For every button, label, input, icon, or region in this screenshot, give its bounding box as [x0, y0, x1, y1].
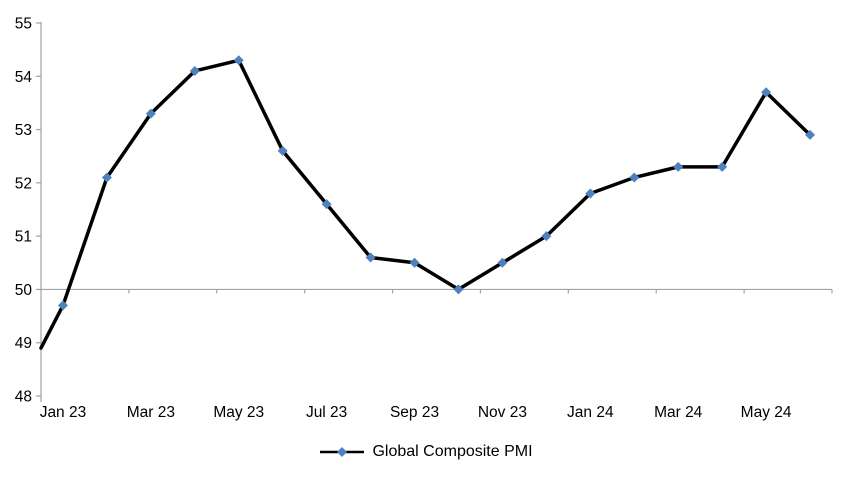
- data-point-marker: [453, 284, 464, 295]
- data-point-marker: [145, 108, 156, 119]
- data-point-marker: [541, 231, 552, 242]
- y-axis-tick-label: 52: [15, 175, 32, 192]
- data-point-marker: [189, 65, 200, 76]
- data-point-marker: [101, 172, 112, 183]
- x-axis-tick-label: Sep 23: [390, 404, 439, 421]
- data-point-marker: [585, 188, 596, 199]
- plot-area: 48 49 50 51 52 53 54 55 Jan 23 Mar 23 May 23 Jul 23…: [15, 16, 833, 421]
- x-axis-tick-label: Jan 23: [40, 404, 87, 421]
- legend-marker: [320, 447, 365, 457]
- data-point-marker: [629, 172, 640, 183]
- data-point-marker: [57, 300, 68, 311]
- data-point-marker: [497, 257, 508, 268]
- data-point-marker: [409, 257, 420, 268]
- x-axis-tick-label: May 23: [213, 404, 264, 421]
- data-point-marker: [277, 145, 288, 156]
- y-axis-tick-label: 51: [15, 229, 32, 246]
- data-point-marker: [805, 129, 816, 140]
- y-axis-tick-label: 50: [15, 282, 33, 299]
- series-line: [39, 58, 812, 350]
- data-point-marker: [233, 55, 244, 66]
- x-axis-tick-label: Nov 23: [478, 404, 527, 421]
- x-axis-tick-label: Mar 23: [127, 404, 175, 421]
- x-axis-tick-label: Jan 24: [567, 404, 614, 421]
- y-axis-tick-label: 54: [15, 69, 33, 86]
- x-axis-tick-label: Jul 23: [306, 404, 347, 421]
- data-point-marker: [673, 161, 684, 172]
- x-axis-tick-label: May 24: [741, 404, 792, 421]
- legend: Global Composite PMI: [0, 440, 852, 464]
- data-point-marker: [717, 161, 728, 172]
- data-point-marker: [365, 252, 376, 263]
- y-axis-tick-label: 49: [15, 335, 32, 352]
- x-axis-tick-label: Mar 24: [654, 404, 703, 421]
- y-axis-tick-label: 48: [15, 389, 32, 406]
- legend-label: Global Composite PMI: [372, 443, 533, 460]
- data-point-marker: [321, 199, 332, 210]
- y-axis-tick-label: 53: [15, 122, 32, 139]
- y-axis-tick-label: 55: [15, 16, 32, 33]
- data-point-marker: [761, 87, 772, 98]
- legend-diamond-icon: [337, 447, 348, 457]
